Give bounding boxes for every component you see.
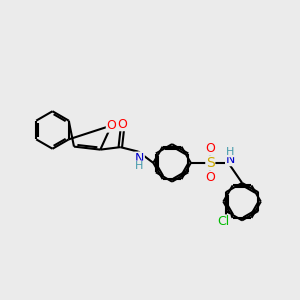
Text: O: O xyxy=(106,119,116,132)
Text: N: N xyxy=(226,153,235,166)
Text: Cl: Cl xyxy=(218,215,230,228)
Text: N: N xyxy=(135,152,144,165)
Text: S: S xyxy=(206,156,215,170)
Text: O: O xyxy=(206,171,215,184)
Text: O: O xyxy=(206,142,215,155)
Text: O: O xyxy=(117,118,127,130)
Text: H: H xyxy=(226,147,235,157)
Text: H: H xyxy=(135,161,144,171)
